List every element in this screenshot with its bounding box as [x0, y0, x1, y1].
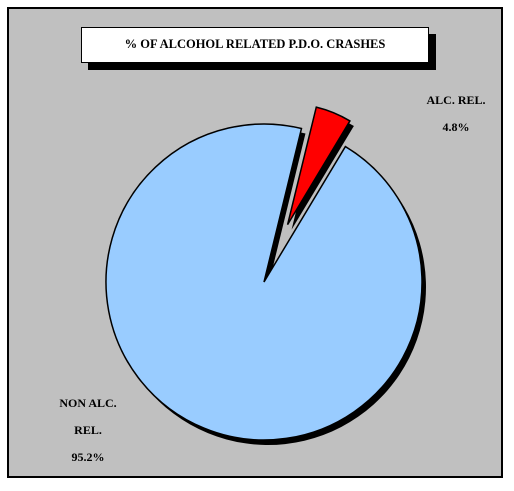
- slice-label-non-alc-rel-name-1: NON ALC.: [59, 396, 117, 410]
- chart-title: % OF ALCOHOL RELATED P.D.O. CRASHES: [81, 27, 429, 63]
- slice-label-non-alc-rel: NON ALC. REL. 95.2%: [46, 390, 130, 471]
- slice-label-alc-rel-name: ALC. REL.: [426, 93, 486, 107]
- slice-label-non-alc-rel-name-2: REL.: [74, 423, 102, 437]
- pie-slice-non-alc-rel: [105, 123, 423, 441]
- slice-label-non-alc-rel-percent: 95.2%: [71, 450, 105, 464]
- slice-label-alc-rel-percent: 4.8%: [442, 120, 470, 134]
- slice-label-alc-rel: ALC. REL. 4.8%: [426, 87, 486, 141]
- pie-slice-alc-rel: [286, 106, 351, 226]
